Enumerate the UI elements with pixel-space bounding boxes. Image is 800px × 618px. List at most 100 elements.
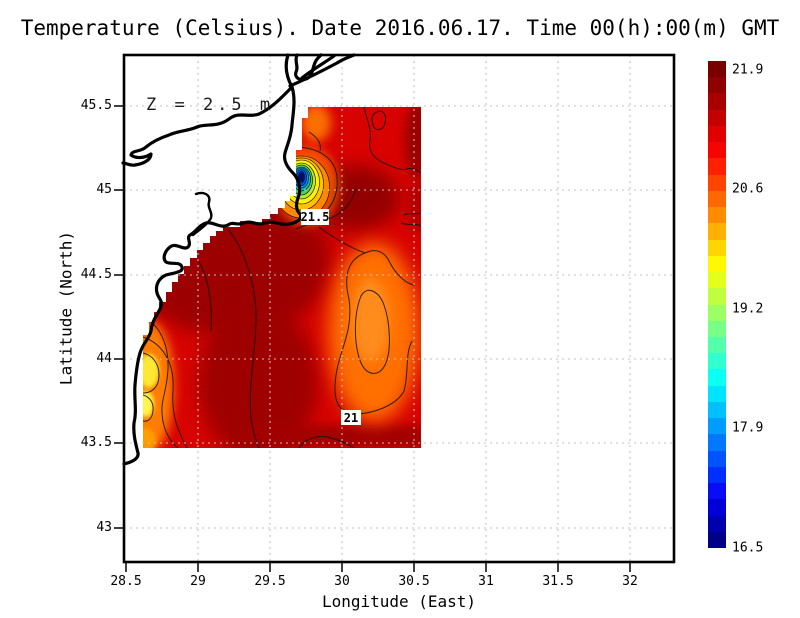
colorbar-segment bbox=[708, 434, 726, 451]
colorbar-segment bbox=[708, 466, 726, 484]
colorbar-segment bbox=[708, 272, 726, 289]
colorbar-segment bbox=[708, 61, 726, 78]
coastline-spit bbox=[300, 54, 336, 80]
y-axis-title: Latitude (North) bbox=[56, 230, 76, 386]
contour-line bbox=[196, 258, 212, 332]
contour-line bbox=[328, 188, 357, 220]
colorbar-segment bbox=[708, 531, 726, 549]
colorbar-segment bbox=[708, 483, 726, 500]
coastline-delta bbox=[226, 85, 303, 227]
depth-annotation: Z = 2.5 m bbox=[146, 95, 275, 115]
coastline-cape bbox=[294, 53, 323, 82]
colorbar-tick-label: 20.6 bbox=[732, 181, 764, 197]
contour-line bbox=[143, 336, 188, 448]
colorbar-segment bbox=[708, 515, 726, 532]
field-blob-yellow bbox=[143, 391, 154, 417]
x-tick-label: 29 bbox=[190, 574, 206, 589]
axis-ticks bbox=[114, 105, 631, 572]
colorbar-segment bbox=[708, 353, 726, 370]
x-tick-label: 32 bbox=[622, 574, 638, 589]
figure-title: Temperature (Celsius). Date 2016.06.17. … bbox=[20, 16, 780, 40]
coastline-south bbox=[122, 221, 230, 466]
y-tick-label: 44.5 bbox=[80, 267, 112, 282]
coastline-spit bbox=[288, 53, 356, 88]
contour-line bbox=[364, 250, 416, 286]
x-tick-label: 30.5 bbox=[398, 574, 430, 589]
contour-line bbox=[143, 316, 179, 448]
field-blob-darkred bbox=[240, 425, 421, 448]
cold-spot-core bbox=[299, 173, 304, 181]
field-blob-darkred bbox=[198, 304, 318, 448]
colorbar-segment bbox=[708, 125, 726, 143]
contour-line-21-5 bbox=[295, 146, 338, 230]
colorbar-tick-label: 19.2 bbox=[732, 301, 764, 317]
contour-label-box bbox=[301, 209, 329, 225]
gridlines bbox=[124, 55, 674, 562]
temperature-field bbox=[143, 107, 421, 448]
colorbar-segment bbox=[708, 385, 726, 402]
contour-line bbox=[400, 212, 421, 227]
colorbar-segment bbox=[708, 288, 726, 305]
contour-line bbox=[298, 436, 354, 448]
colorbar-tick-label: 21.9 bbox=[732, 62, 764, 78]
colorbar-segment bbox=[708, 158, 726, 175]
y-tick-label: 44 bbox=[96, 351, 112, 366]
colorbar-segment bbox=[708, 93, 726, 110]
x-axis-title: Longitude (East) bbox=[321, 592, 477, 611]
colorbar-segment bbox=[708, 499, 726, 516]
x-tick-label: 31 bbox=[478, 574, 494, 589]
x-tick-label: 28.5 bbox=[110, 574, 142, 589]
contour-line bbox=[371, 110, 386, 131]
contour-line bbox=[143, 352, 160, 394]
colorbar-segment bbox=[708, 223, 726, 240]
contour-line bbox=[363, 107, 421, 174]
colorbar-segment bbox=[708, 320, 726, 337]
contour-line bbox=[143, 394, 154, 422]
colorbar-tick-label: 17.9 bbox=[732, 420, 764, 436]
y-tick-label: 43 bbox=[96, 520, 112, 535]
colorbar-tick-label: 16.5 bbox=[732, 540, 764, 556]
contour-lines bbox=[143, 107, 421, 448]
y-tick-label: 45.5 bbox=[80, 98, 112, 113]
contour-label-box bbox=[341, 410, 361, 425]
colorbar-segment bbox=[708, 190, 726, 208]
contour-label-group: 21.5 21 bbox=[301, 209, 361, 425]
x-tick-label: 31.5 bbox=[542, 574, 574, 589]
x-tick-label: 30 bbox=[334, 574, 350, 589]
contour-label-21: 21 bbox=[344, 411, 358, 425]
colorbar-segment bbox=[708, 336, 726, 354]
cold-spot-rings bbox=[273, 155, 330, 219]
colorbar-segment bbox=[708, 174, 726, 191]
coastline bbox=[121, 53, 356, 466]
colorbar bbox=[708, 61, 726, 549]
colorbar-segment bbox=[708, 77, 726, 94]
field-blob-darkred bbox=[408, 182, 421, 234]
colorbar-segment bbox=[708, 207, 726, 224]
y-tick-label: 45 bbox=[96, 182, 112, 197]
field-blob-orange bbox=[143, 428, 156, 448]
colorbar-segment bbox=[708, 418, 726, 435]
y-tick-label: 43.5 bbox=[80, 435, 112, 450]
contour-label-21-5: 21.5 bbox=[301, 210, 330, 224]
colorbar-segment bbox=[708, 109, 726, 126]
contour-line bbox=[227, 228, 260, 448]
colorbar-segment bbox=[708, 450, 726, 467]
coastline-lagoon bbox=[191, 191, 213, 237]
colorbar-segment bbox=[708, 239, 726, 256]
plot-frame bbox=[122, 53, 676, 564]
contour-line-21 bbox=[334, 252, 413, 415]
colorbar-segment bbox=[708, 142, 726, 159]
colorbar-segment bbox=[708, 401, 726, 419]
field-blob-orange-core bbox=[352, 278, 390, 362]
colorbar-segment bbox=[708, 255, 726, 273]
colorbar-segment bbox=[708, 369, 726, 386]
contour-line bbox=[354, 289, 390, 374]
colorbar-segment bbox=[708, 304, 726, 321]
field-blob-darkred bbox=[405, 107, 421, 180]
field-blob-orange bbox=[301, 107, 331, 142]
field-blob-yellow bbox=[143, 354, 159, 388]
coastline-bay bbox=[121, 53, 294, 167]
contour-line bbox=[308, 131, 321, 152]
